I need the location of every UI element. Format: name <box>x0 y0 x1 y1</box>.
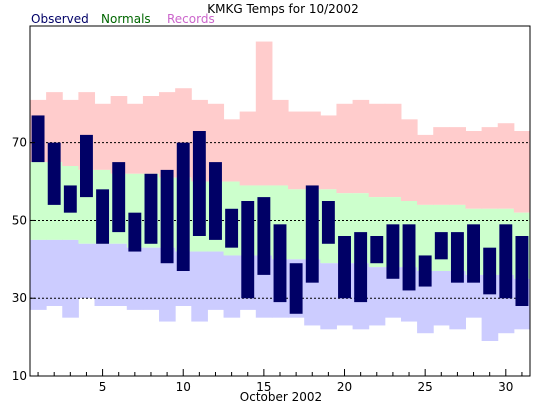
observed-bar <box>386 224 400 279</box>
record-high-band <box>142 96 160 174</box>
observed-bar <box>257 197 271 275</box>
record-high-band <box>497 123 515 209</box>
record-low-band <box>465 274 483 318</box>
normal-band <box>30 162 47 240</box>
observed-bar <box>450 232 464 283</box>
record-high-band <box>417 134 434 205</box>
record-low-band <box>94 243 112 306</box>
observed-bar <box>80 134 93 198</box>
y-tick-label: 10 <box>12 369 27 383</box>
y-tick-label: 30 <box>12 291 27 305</box>
axis-layer: 10 30 50 70 5 10 15 20 25 30 <box>12 136 523 394</box>
x-tick-label: 25 <box>418 380 433 394</box>
record-high-band <box>94 103 112 170</box>
record-high-band <box>126 103 144 174</box>
x-tick-label: 20 <box>337 380 352 394</box>
x-tick-label: 15 <box>256 380 271 394</box>
record-high-band <box>465 131 483 209</box>
record-high-band <box>223 119 241 182</box>
observed-bar <box>144 173 158 244</box>
record-high-band <box>513 131 531 213</box>
observed-bar <box>338 236 351 299</box>
record-high-band <box>336 103 354 194</box>
record-low-band <box>126 247 144 310</box>
observed-bar <box>305 185 319 283</box>
record-low-band <box>449 271 466 330</box>
observed-bar <box>241 201 255 299</box>
observed-bar <box>96 189 110 244</box>
record-high-band <box>62 99 79 166</box>
record-high-band <box>271 99 289 186</box>
observed-bar <box>418 255 432 287</box>
observed-bar <box>354 232 368 303</box>
record-high-band <box>159 92 176 178</box>
legend-observed: Observed <box>31 12 89 26</box>
record-high-band <box>384 103 402 198</box>
observed-bar <box>321 201 335 244</box>
normal-band <box>288 189 305 260</box>
observed-bar <box>225 208 239 248</box>
record-low-band <box>320 263 337 330</box>
record-high-band <box>433 127 450 205</box>
record-high-band <box>352 99 370 194</box>
x-axis-label: October 2002 <box>240 390 322 404</box>
record-low-band <box>433 271 450 326</box>
record-low-band <box>159 247 176 322</box>
x-tick-label: 10 <box>176 380 191 394</box>
observed-bar <box>289 263 303 314</box>
record-low-band <box>142 247 160 310</box>
record-low-band <box>30 239 47 310</box>
record-high-band <box>304 111 321 190</box>
record-low-band <box>62 239 79 318</box>
record-low-band <box>223 255 241 318</box>
observed-bar <box>467 224 480 283</box>
normal-band <box>417 204 434 271</box>
record-low-band <box>46 239 63 306</box>
observed-bars-layer <box>31 115 529 314</box>
observed-bar <box>31 115 45 163</box>
observed-bar <box>434 232 448 260</box>
observed-bar <box>63 185 77 213</box>
chart-title: KMKG Temps for 10/2002 <box>207 2 358 16</box>
observed-bar <box>192 131 206 236</box>
record-low-band <box>78 243 96 299</box>
observed-bar <box>128 212 142 252</box>
observed-bar <box>483 247 497 295</box>
x-tick-label: 5 <box>99 380 107 394</box>
observed-bar <box>176 142 190 271</box>
y-tick-label: 50 <box>12 213 27 227</box>
observed-bar <box>273 224 287 303</box>
observed-bar <box>515 236 529 306</box>
record-low-band <box>191 251 208 322</box>
y-tick-label: 70 <box>12 136 27 150</box>
record-low-band <box>384 267 402 318</box>
record-high-band <box>110 96 128 174</box>
record-low-band <box>110 243 128 306</box>
x-tick-label: 30 <box>498 380 513 394</box>
record-high-band <box>320 115 337 190</box>
legend-records: Records <box>167 12 215 26</box>
record-high-band <box>255 41 273 186</box>
record-high-band <box>400 119 418 201</box>
record-high-band <box>368 103 386 198</box>
record-high-band <box>449 127 466 205</box>
observed-bar <box>209 162 222 240</box>
observed-bar <box>402 224 416 291</box>
record-high-band <box>481 127 499 209</box>
legend-normals: Normals <box>101 12 151 26</box>
record-low-band <box>368 267 386 326</box>
observed-bar <box>160 169 174 264</box>
observed-bar <box>47 142 61 205</box>
record-high-band <box>288 111 305 190</box>
observed-bar <box>112 162 126 233</box>
record-low-band <box>207 251 225 310</box>
observed-bar <box>370 236 384 264</box>
record-high-band <box>239 111 257 186</box>
observed-bar <box>499 224 513 299</box>
